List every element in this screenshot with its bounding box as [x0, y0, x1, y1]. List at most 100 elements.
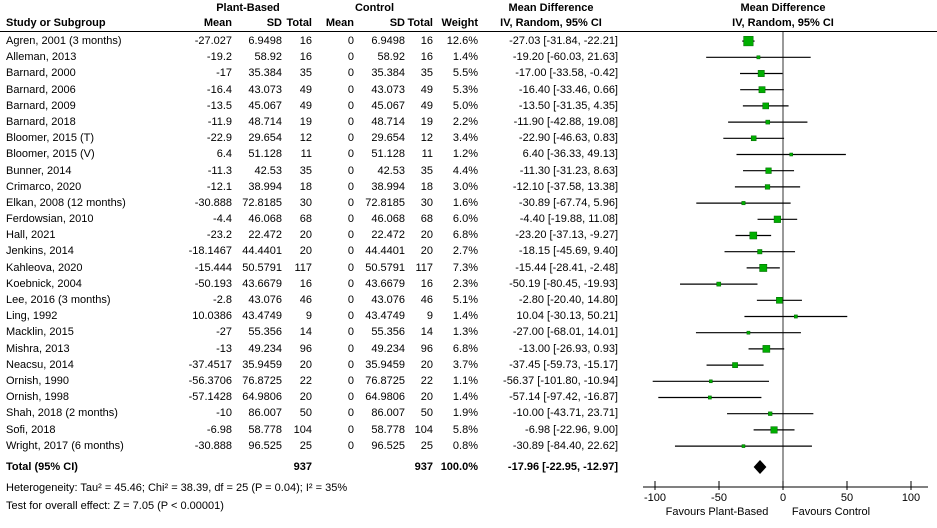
cell-c-sd: 6.9498 — [371, 35, 405, 47]
cell-pb-sd: 22.472 — [248, 229, 282, 242]
cell-pb-sd: 51.128 — [248, 148, 282, 161]
study-row: Hall, 2021 -23.2 22.472 20 0 22.472 20 6.8% -23.… — [0, 227, 622, 243]
cell-study: Neacsu, 2014 — [6, 358, 74, 371]
cell-study: Barnard, 2006 — [6, 83, 76, 96]
cell-c-sd: 46.068 — [371, 213, 405, 226]
cell-md-ci: -18.15 [-45.69, 9.40] — [518, 245, 618, 258]
cell-pb-sd: 46.068 — [248, 213, 282, 226]
cell-pb-sd: 58.92 — [254, 51, 282, 64]
cell-study: Lee, 2016 (3 months) — [6, 294, 111, 306]
cell-c-sd: 43.6679 — [365, 277, 405, 290]
cell-study: Alleman, 2013 — [6, 51, 77, 64]
effect-square — [743, 36, 754, 47]
cell-c-total: 9 — [426, 310, 433, 323]
cell-c-sd: 86.007 — [371, 407, 405, 420]
effect-square — [762, 102, 769, 110]
cell-md-ci: -11.90 [-42.88, 19.08] — [513, 115, 618, 128]
cell-pb-mean: -57.1428 — [188, 391, 232, 404]
cell-c-total: 14 — [420, 326, 433, 339]
cell-pb-total: 20 — [299, 358, 312, 371]
cell-c-sd: 29.654 — [371, 132, 405, 145]
cell-pb-sd: 96.525 — [248, 439, 282, 452]
cell-pb-total: 9 — [305, 310, 312, 323]
cell-c-sd: 58.92 — [377, 51, 405, 64]
cell-study: Bunner, 2014 — [6, 164, 72, 177]
study-row: Sofi, 2018 -6.98 58.778 104 0 58.778 104 5.8% -6… — [0, 422, 622, 438]
cell-pb-total: 11 — [300, 148, 312, 161]
cell-pb-sd: 42.53 — [254, 164, 282, 177]
cell-c-mean: 0 — [347, 374, 354, 387]
cell-pb-sd: 35.384 — [248, 67, 282, 80]
cell-c-total: 20 — [420, 391, 433, 404]
cell-pb-total: 20 — [299, 391, 312, 404]
cell-weight: 3.7% — [452, 358, 478, 371]
study-row: Bloomer, 2015 (T) -22.9 29.654 12 0 29.654 12 3… — [0, 130, 622, 146]
cell-study: Macklin, 2015 — [6, 326, 74, 339]
cell-c-sd: 55.356 — [371, 326, 405, 339]
cell-c-mean: 0 — [347, 229, 354, 242]
study-row: Jenkins, 2014 -18.1467 44.4401 20 0 44.4401 20… — [0, 243, 622, 259]
column-header-c-total: Total — [407, 17, 433, 29]
cell-c-mean: 0 — [347, 358, 354, 371]
cell-weight: 6.8% — [452, 342, 478, 355]
cell-c-total: 12 — [420, 132, 433, 145]
study-table-body: Agren, 2001 (3 months) -27.027 6.9498 16 0 6.… — [0, 33, 622, 454]
cell-pb-total: 20 — [299, 245, 312, 258]
effect-square — [762, 345, 771, 353]
cell-c-mean: 0 — [347, 196, 354, 209]
cell-md-ci: -15.44 [-28.41, -2.48] — [515, 261, 618, 274]
cell-c-total: 50 — [420, 407, 433, 420]
cell-weight: 12.6% — [446, 35, 478, 47]
effect-square — [746, 330, 751, 335]
effect-square — [773, 215, 781, 223]
cell-c-total: 16 — [420, 277, 433, 290]
column-header-c-mean: Mean — [325, 17, 354, 29]
group-header-control: Control — [354, 2, 395, 14]
cell-c-sd: 58.778 — [371, 423, 405, 436]
cell-pb-sd: 72.8185 — [242, 196, 282, 209]
cell-md-ci: -2.80 [-20.40, 14.80] — [518, 294, 618, 306]
cell-md-ci: -22.90 [-46.63, 0.83] — [518, 132, 618, 145]
cell-pb-mean: -11.3 — [207, 164, 232, 177]
study-row: Barnard, 2006 -16.4 43.073 49 0 43.073 49 5.3% -… — [0, 82, 622, 98]
cell-md-ci: -23.20 [-37.13, -9.27] — [515, 229, 618, 242]
study-row: Crimarco, 2020 -12.1 38.994 18 0 38.994 18 3.0%… — [0, 179, 622, 195]
effect-square — [768, 411, 773, 416]
cell-pb-total: 16 — [299, 35, 312, 47]
cell-pb-mean: -22.9 — [206, 132, 232, 145]
cell-md-ci: -6.98 [-22.96, 9.00] — [525, 423, 618, 436]
cell-study: Ferdowsian, 2010 — [6, 213, 94, 226]
group-header-plant-based: Plant-Based — [216, 2, 280, 14]
cell-c-sd: 96.525 — [371, 439, 405, 452]
cell-c-mean: 0 — [347, 115, 354, 128]
cell-md-ci: -30.89 [-84.40, 22.62] — [512, 439, 618, 452]
cell-pb-total: 20 — [299, 229, 312, 242]
effect-square — [757, 70, 765, 77]
effect-square — [757, 249, 763, 255]
study-row: Koebnick, 2004 -50.193 43.6679 16 0 43.6679 16… — [0, 276, 622, 292]
cell-md-ci: -27.03 [-31.84, -22.21] — [509, 35, 618, 47]
cell-c-mean: 0 — [347, 83, 354, 96]
total-pb-n: 937 — [293, 461, 312, 473]
cell-c-mean: 0 — [347, 99, 354, 112]
cell-weight: 1.6% — [452, 196, 478, 209]
cell-c-mean: 0 — [347, 261, 354, 274]
cell-c-total: 35 — [420, 67, 433, 80]
cell-weight: 2.7% — [452, 245, 478, 258]
cell-study: Koebnick, 2004 — [6, 277, 82, 290]
cell-c-sd: 35.384 — [371, 67, 405, 80]
cell-c-sd: 42.53 — [377, 164, 405, 177]
cell-pb-total: 104 — [293, 423, 312, 436]
cell-study: Ling, 1992 — [6, 310, 58, 323]
cell-c-sd: 64.9806 — [365, 391, 405, 404]
cell-pb-sd: 6.9498 — [248, 35, 282, 47]
cell-weight: 2.2% — [452, 115, 478, 128]
effect-square — [709, 379, 713, 384]
cell-md-ci: -27.00 [-68.01, 14.01] — [512, 326, 618, 339]
cell-weight: 3.0% — [452, 180, 478, 193]
cell-pb-total: 46 — [299, 294, 312, 306]
cell-pb-total: 96 — [299, 342, 312, 355]
cell-pb-sd: 64.9806 — [242, 391, 282, 404]
cell-c-total: 11 — [421, 148, 433, 161]
